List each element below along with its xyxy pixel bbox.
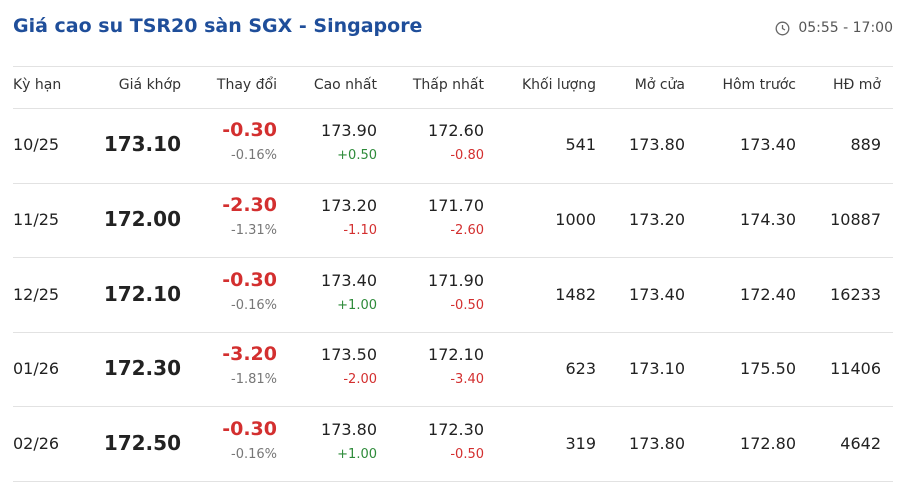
high-diff: +0.50 [337, 148, 377, 164]
term: 02/26 [13, 433, 60, 453]
open-interest: 10887 [830, 209, 881, 229]
last-price: 172.50 [103, 430, 181, 455]
low: 172.30 [428, 419, 484, 439]
high-diff: +1.00 [337, 297, 377, 313]
previous-close: 174.30 [740, 209, 796, 229]
low-diff: -0.50 [450, 446, 484, 462]
change-percent: -0.16% [231, 446, 277, 462]
high: 173.40 [321, 270, 377, 290]
change-percent: -0.16% [231, 297, 277, 313]
high: 173.80 [321, 419, 377, 439]
open-interest: 889 [850, 135, 881, 155]
low-diff: -0.80 [450, 148, 484, 164]
term: 12/25 [13, 284, 60, 304]
low-diff: -3.40 [450, 372, 484, 388]
last-price: 172.10 [103, 281, 181, 306]
high-diff: -2.00 [343, 372, 377, 388]
change-percent: -1.81% [231, 372, 277, 388]
row-divider [13, 66, 893, 67]
row-divider [13, 332, 893, 333]
column-header: Kỳ hạn [13, 77, 62, 93]
change: -0.30 [222, 119, 277, 142]
previous-close: 175.50 [740, 359, 796, 379]
low: 172.60 [428, 121, 484, 141]
row-divider [13, 183, 893, 184]
last-price: 173.10 [103, 132, 181, 157]
change: -0.30 [222, 417, 277, 440]
low-diff: -0.50 [450, 297, 484, 313]
open: 173.20 [629, 209, 685, 229]
last-price: 172.30 [103, 356, 181, 381]
change: -0.30 [222, 268, 277, 291]
change-percent: -1.31% [231, 222, 277, 238]
term: 10/25 [13, 135, 60, 155]
title: Giá cao su TSR20 sàn SGX - Singapore [13, 15, 423, 37]
change-percent: -0.16% [231, 148, 277, 164]
low: 172.10 [428, 345, 484, 365]
open-interest: 11406 [830, 359, 881, 379]
row-divider [13, 257, 893, 258]
volume: 623 [565, 359, 596, 379]
term: 11/25 [13, 209, 60, 229]
open: 173.40 [629, 284, 685, 304]
volume: 541 [565, 135, 596, 155]
low: 171.70 [428, 195, 484, 215]
column-header: Mở cửa [634, 77, 685, 93]
previous-close: 172.40 [740, 284, 796, 304]
open: 173.10 [629, 359, 685, 379]
open: 173.80 [629, 433, 685, 453]
clock-icon [775, 21, 790, 36]
trading-hours: 05:55 - 17:00 [798, 20, 893, 36]
high: 173.90 [321, 121, 377, 141]
column-header: Thấp nhất [412, 77, 484, 93]
low-diff: -2.60 [450, 222, 484, 238]
last-price: 172.00 [103, 206, 181, 231]
volume: 319 [565, 433, 596, 453]
high-diff: -1.10 [343, 222, 377, 238]
column-header: Cao nhất [313, 77, 377, 93]
change: -2.30 [222, 193, 277, 216]
open-interest: 4642 [840, 433, 881, 453]
volume: 1482 [555, 284, 596, 304]
column-header: Hôm trước [722, 77, 796, 93]
high: 173.50 [321, 345, 377, 365]
previous-close: 173.40 [740, 135, 796, 155]
column-header: HĐ mở [832, 77, 881, 93]
row-divider [13, 481, 893, 482]
column-header: Thay đổi [216, 77, 277, 93]
column-header: Giá khớp [118, 77, 181, 93]
change: -3.20 [222, 343, 277, 366]
previous-close: 172.80 [740, 433, 796, 453]
row-divider [13, 406, 893, 407]
high: 173.20 [321, 195, 377, 215]
column-header: Khối lượng [521, 77, 596, 93]
open-interest: 16233 [830, 284, 881, 304]
open: 173.80 [629, 135, 685, 155]
term: 01/26 [13, 359, 60, 379]
row-divider [13, 108, 893, 109]
volume: 1000 [555, 209, 596, 229]
low: 171.90 [428, 270, 484, 290]
high-diff: +1.00 [337, 446, 377, 462]
